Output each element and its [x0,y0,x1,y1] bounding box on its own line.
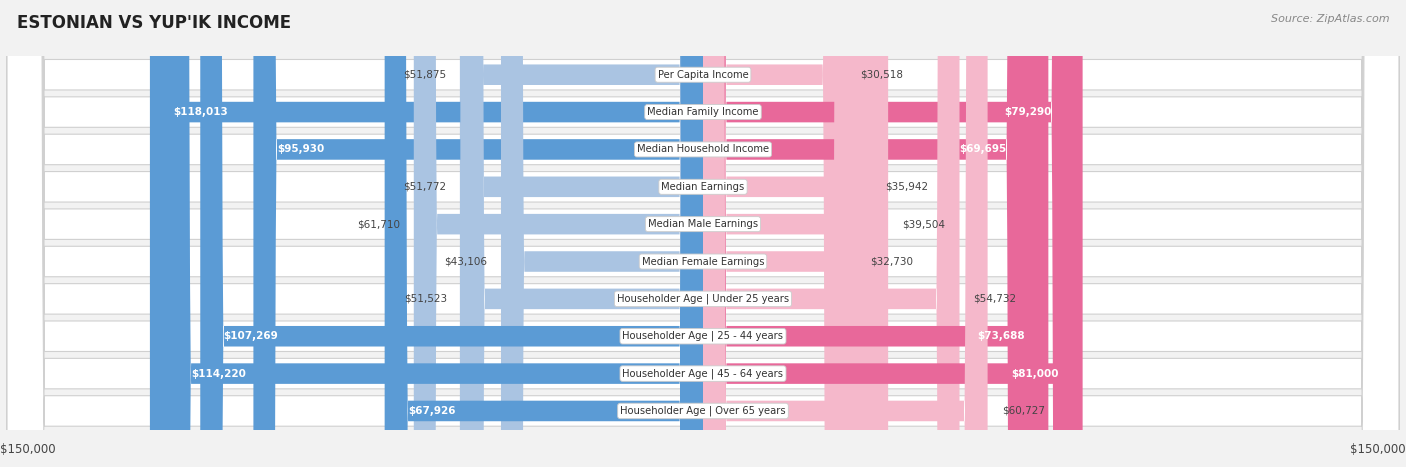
FancyBboxPatch shape [703,0,856,467]
FancyBboxPatch shape [703,0,1074,467]
Text: $73,688: $73,688 [977,331,1025,341]
FancyBboxPatch shape [703,0,987,467]
FancyBboxPatch shape [200,0,703,467]
FancyBboxPatch shape [253,0,703,467]
Text: Householder Age | Under 25 years: Householder Age | Under 25 years [617,294,789,304]
Text: $107,269: $107,269 [224,331,278,341]
FancyBboxPatch shape [460,0,703,467]
FancyBboxPatch shape [7,0,1399,467]
Text: $60,727: $60,727 [1001,406,1045,416]
FancyBboxPatch shape [413,0,703,467]
Text: Median Male Earnings: Median Male Earnings [648,219,758,229]
Text: $32,730: $32,730 [870,256,914,267]
Text: $54,732: $54,732 [973,294,1017,304]
FancyBboxPatch shape [7,0,1399,467]
Text: Householder Age | 45 - 64 years: Householder Age | 45 - 64 years [623,368,783,379]
Text: $81,000: $81,000 [1012,368,1059,379]
FancyBboxPatch shape [501,0,703,467]
FancyBboxPatch shape [703,0,889,467]
FancyBboxPatch shape [7,0,1399,467]
FancyBboxPatch shape [7,0,1399,467]
Text: Per Capita Income: Per Capita Income [658,70,748,80]
FancyBboxPatch shape [150,0,703,467]
Text: $95,930: $95,930 [277,144,325,155]
Text: $150,000: $150,000 [0,443,56,456]
Text: $118,013: $118,013 [173,107,228,117]
Text: Source: ZipAtlas.com: Source: ZipAtlas.com [1271,14,1389,24]
FancyBboxPatch shape [703,0,1049,467]
FancyBboxPatch shape [7,0,1399,467]
FancyBboxPatch shape [7,0,1399,467]
Text: Median Earnings: Median Earnings [661,182,745,192]
FancyBboxPatch shape [385,0,703,467]
Text: $69,695: $69,695 [959,144,1007,155]
FancyBboxPatch shape [7,0,1399,467]
FancyBboxPatch shape [461,0,703,467]
Text: $35,942: $35,942 [886,182,928,192]
FancyBboxPatch shape [7,0,1399,467]
Text: Median Female Earnings: Median Female Earnings [641,256,765,267]
Text: Median Family Income: Median Family Income [647,107,759,117]
FancyBboxPatch shape [460,0,703,467]
Text: $51,772: $51,772 [404,182,446,192]
Text: $51,523: $51,523 [405,294,447,304]
Text: $51,875: $51,875 [402,70,446,80]
Text: Median Household Income: Median Household Income [637,144,769,155]
Text: ESTONIAN VS YUP'IK INCOME: ESTONIAN VS YUP'IK INCOME [17,14,291,32]
FancyBboxPatch shape [703,0,846,467]
FancyBboxPatch shape [7,0,1399,467]
Text: $114,220: $114,220 [191,368,246,379]
FancyBboxPatch shape [703,0,1029,467]
FancyBboxPatch shape [703,0,959,467]
Text: $150,000: $150,000 [1350,443,1406,456]
Text: $79,290: $79,290 [1004,107,1052,117]
Text: $39,504: $39,504 [903,219,945,229]
FancyBboxPatch shape [167,0,703,467]
FancyBboxPatch shape [7,0,1399,467]
Text: $43,106: $43,106 [444,256,486,267]
Text: Householder Age | 25 - 44 years: Householder Age | 25 - 44 years [623,331,783,341]
Text: $67,926: $67,926 [408,406,456,416]
Text: Householder Age | Over 65 years: Householder Age | Over 65 years [620,406,786,416]
FancyBboxPatch shape [703,0,872,467]
Text: $30,518: $30,518 [860,70,903,80]
Text: $61,710: $61,710 [357,219,399,229]
FancyBboxPatch shape [703,0,1083,467]
